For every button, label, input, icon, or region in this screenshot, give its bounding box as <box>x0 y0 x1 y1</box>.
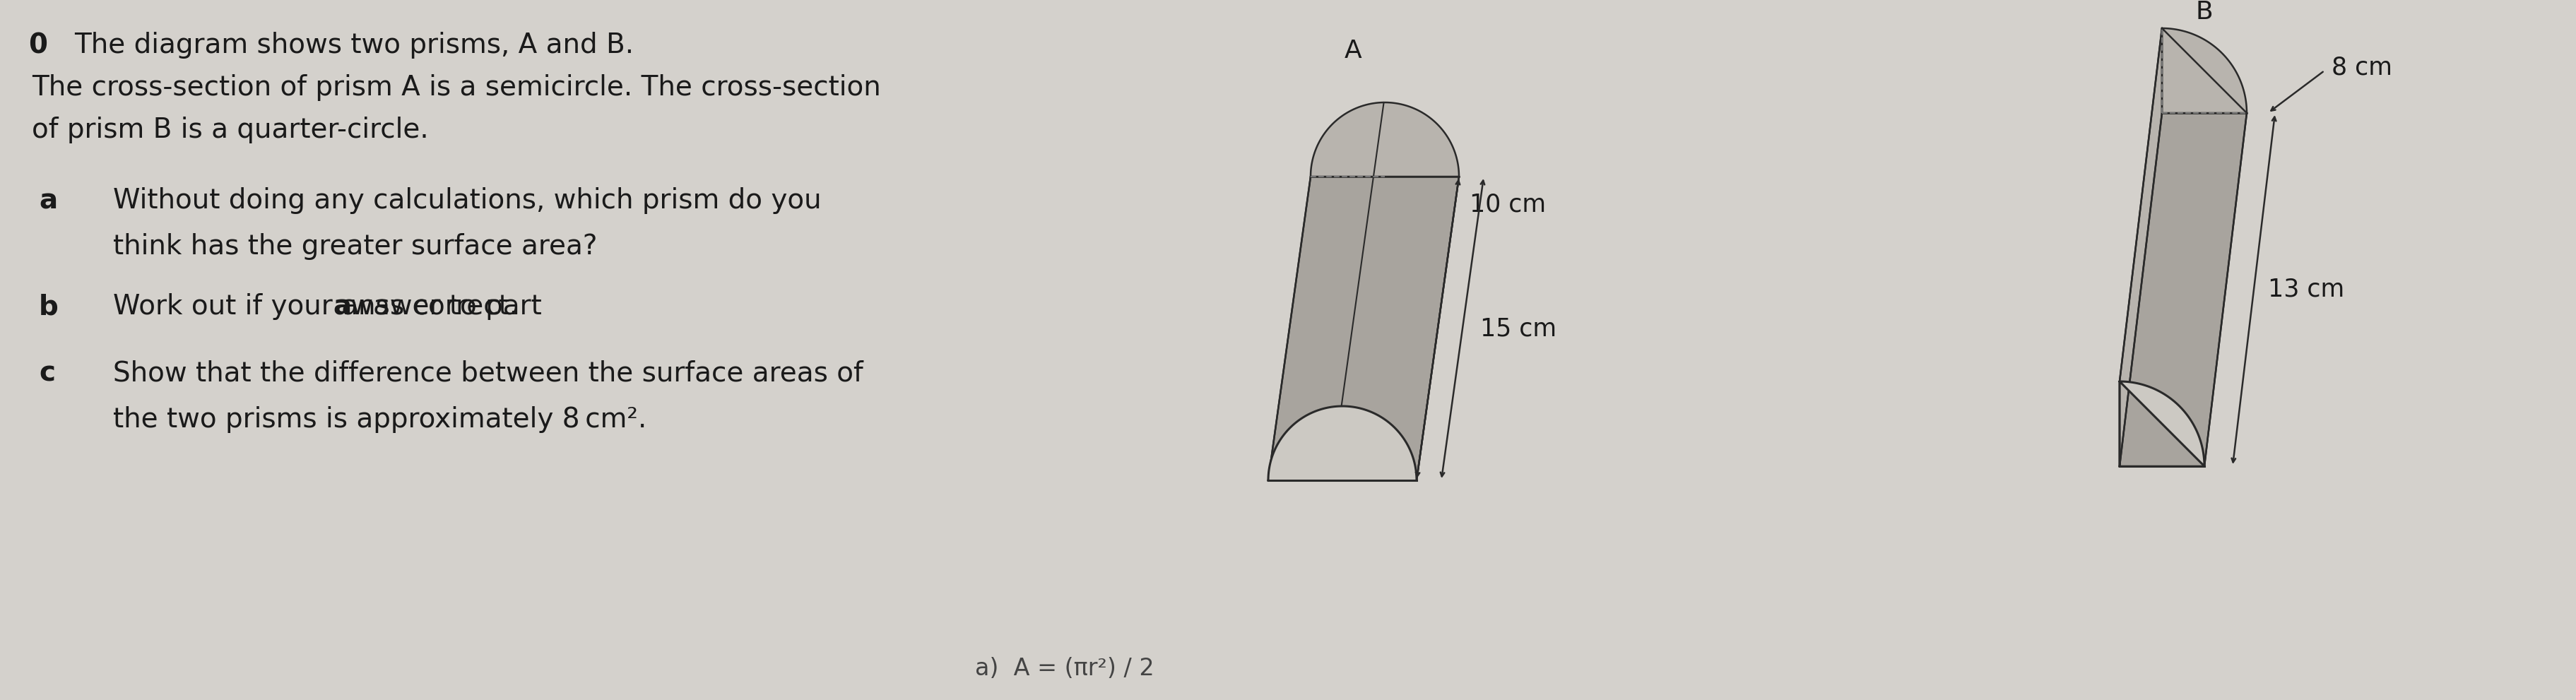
Text: Work out if your answer to part: Work out if your answer to part <box>113 293 551 320</box>
Polygon shape <box>1267 176 1458 480</box>
Text: a: a <box>332 293 353 320</box>
Polygon shape <box>2120 28 2161 466</box>
Polygon shape <box>1267 406 1417 480</box>
Polygon shape <box>2120 113 2246 466</box>
Polygon shape <box>2120 382 2205 466</box>
Text: 10 cm: 10 cm <box>1468 193 1546 217</box>
Text: c: c <box>39 360 54 387</box>
Polygon shape <box>1267 102 1458 480</box>
Text: B: B <box>2195 0 2213 24</box>
Polygon shape <box>1311 102 1458 176</box>
Text: b: b <box>39 293 59 320</box>
Text: Without doing any calculations, which prism do you: Without doing any calculations, which pr… <box>113 187 822 214</box>
Text: The diagram shows two prisms, A and B.: The diagram shows two prisms, A and B. <box>75 32 634 59</box>
Text: 0: 0 <box>28 32 46 59</box>
Text: 15 cm: 15 cm <box>1481 316 1556 340</box>
Text: of prism B is a quarter-circle.: of prism B is a quarter-circle. <box>31 116 428 144</box>
Text: think has the greater surface area?: think has the greater surface area? <box>113 233 598 260</box>
Polygon shape <box>2161 28 2246 113</box>
Polygon shape <box>2120 28 2246 466</box>
Text: 8 cm: 8 cm <box>2331 55 2393 79</box>
Text: A: A <box>1345 39 1363 63</box>
Text: a: a <box>39 187 57 214</box>
Text: 13 cm: 13 cm <box>2267 278 2344 302</box>
Text: The cross-section of prism A is a semicircle. The cross-section: The cross-section of prism A is a semici… <box>31 74 881 101</box>
Text: the two prisms is approximately 8 cm².: the two prisms is approximately 8 cm². <box>113 406 647 433</box>
Text: Show that the difference between the surface areas of: Show that the difference between the sur… <box>113 360 863 387</box>
Text: was correct.: was correct. <box>343 293 518 320</box>
Text: a)  A = (πr²) / 2: a) A = (πr²) / 2 <box>974 657 1154 680</box>
